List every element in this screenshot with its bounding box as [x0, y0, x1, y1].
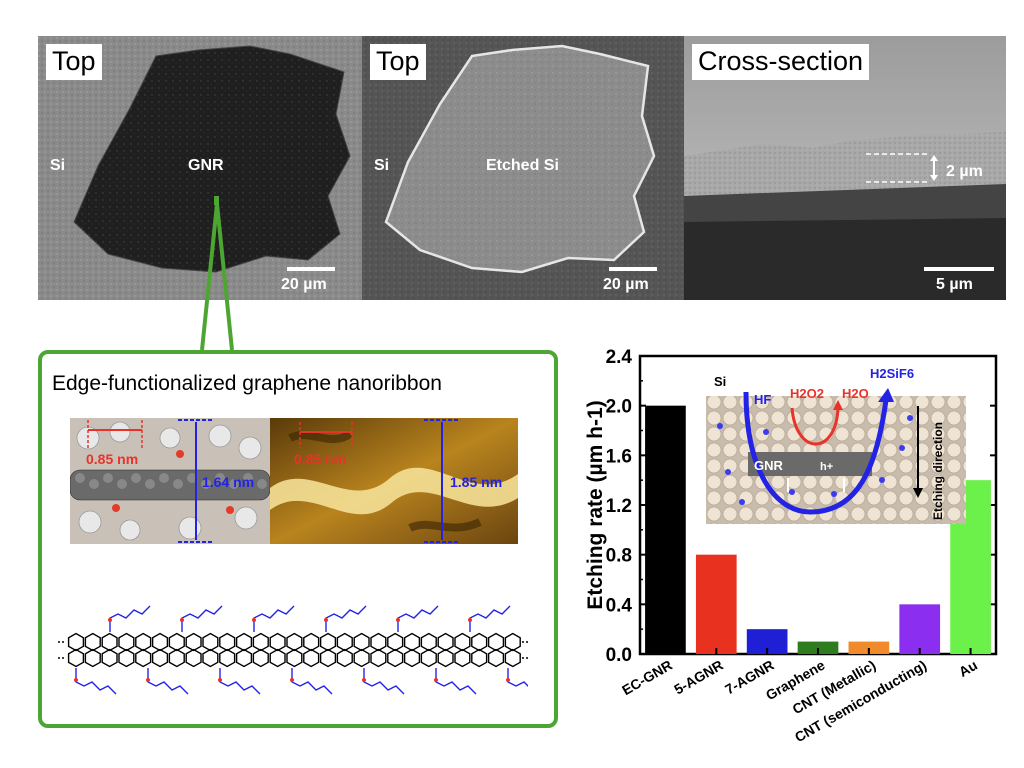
model-width-label: 0.85 nm [86, 451, 139, 467]
scale-bar [287, 267, 335, 271]
inset-hole-label: h+ [820, 461, 833, 473]
sem-panel-top-gnr: Top Si GNR 20 µm [38, 36, 362, 300]
sem-image-etched [362, 36, 684, 300]
scale-bar-3 [924, 267, 994, 271]
panel-label-cross-section: Cross-section [692, 44, 870, 80]
inset-h2o2-label: H2O2 [790, 386, 824, 401]
sem-panel-cross-section: Cross-section 2 µm 5 µm [684, 36, 1006, 300]
x-tick-label: 5-AGNR [671, 657, 725, 698]
inset-si-label: Si [714, 374, 726, 389]
inset-h2o-label: H2O [842, 386, 869, 401]
y-tick-label: 0.4 [606, 595, 633, 616]
gnr-label: GNR [188, 157, 224, 174]
scale-bar-2 [609, 267, 657, 271]
si-label: Si [50, 157, 66, 174]
y-tick-label: 2.0 [606, 397, 632, 418]
scale-label: 20 µm [281, 276, 327, 293]
stm-image [270, 418, 518, 544]
bar-5-agnr [695, 554, 737, 654]
sem-image-gnr [38, 36, 362, 300]
bar-ec-gnr [645, 405, 686, 654]
inset-gnr-label: GNR [754, 458, 784, 473]
y-tick-label: 0.0 [606, 645, 632, 666]
inset-hf-label: HF [754, 392, 771, 407]
y-tick-label: 1.6 [606, 446, 632, 467]
sem-image-cross-section [684, 36, 1006, 300]
stm-width-label: 0.85 nm [294, 451, 347, 467]
stm-height-label: 1.85 nm [450, 474, 503, 490]
y-tick-label: 1.2 [606, 496, 632, 517]
etching-mechanism-inset: Si HF H2O2 H2O H2SiF6 GNR h+ Etching dir… [706, 362, 966, 524]
bar-cnt-semiconducting- [899, 604, 941, 654]
y-tick-label: 2.4 [606, 347, 633, 368]
bar-cnt-metallic- [848, 641, 890, 654]
inset-h2sif6-label: H2SiF6 [870, 366, 914, 381]
y-tick-label: 0.8 [606, 546, 632, 567]
scale-label-3: 5 µm [936, 276, 973, 293]
scale-label-2: 20 µm [603, 276, 649, 293]
structure-title: Edge-functionalized graphene nanoribbon [52, 372, 442, 395]
x-tick-label: Au [956, 657, 980, 680]
etched-si-label: Etched Si [486, 157, 559, 174]
molecular-model-image [70, 418, 270, 544]
bar-graphene [797, 641, 839, 654]
si-label-2: Si [374, 157, 390, 174]
model-height-label: 1.64 nm [202, 474, 255, 490]
inset-direction-label: Etching direction [931, 422, 945, 520]
sem-panel-top-etched: Top Si Etched Si 20 µm [362, 36, 684, 300]
panel-label-top: Top [46, 44, 102, 80]
thickness-label: 2 µm [946, 163, 983, 180]
y-axis-label: Etching rate (µm h-1) [584, 400, 607, 609]
panel-label-top-2: Top [370, 44, 426, 80]
chemical-structure-diagram [58, 605, 528, 695]
etching-rate-chart: 0.0 0.4 0.8 1.2 1.6 2.0 2.4 Etching rate (µm h-… [584, 347, 998, 745]
